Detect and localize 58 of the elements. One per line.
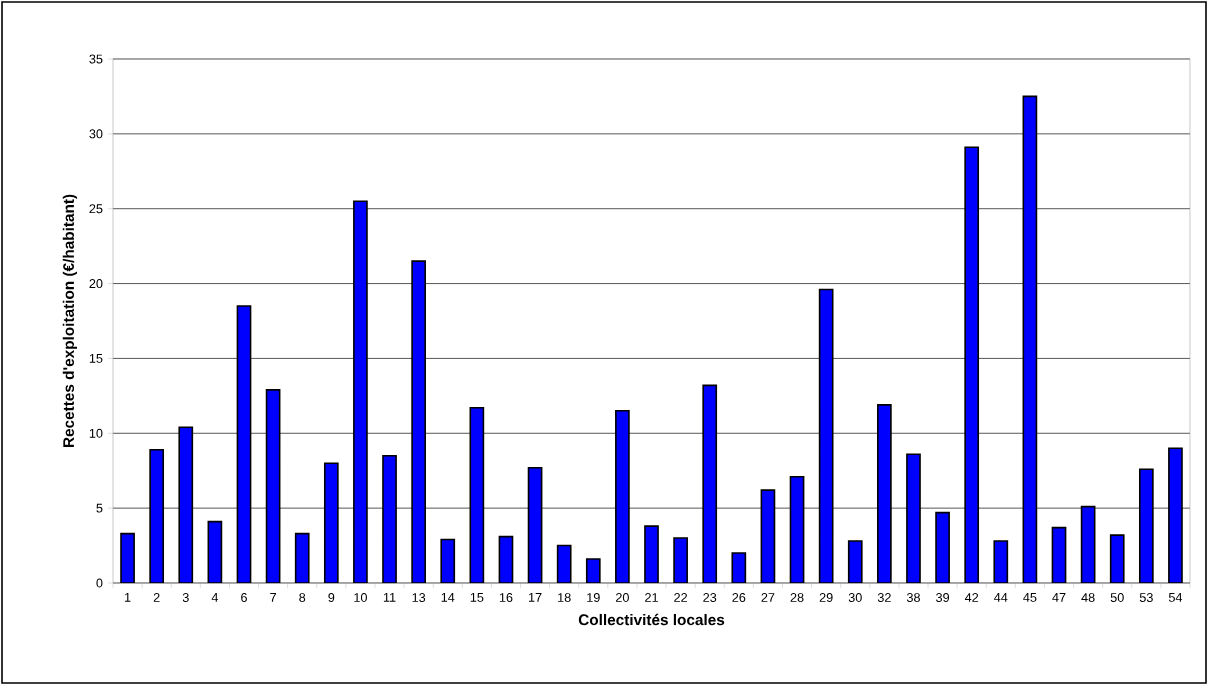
x-tick-label: 39 [936, 593, 950, 602]
x-tick-label: 22 [674, 593, 688, 602]
x-tick-label: 45 [1023, 593, 1037, 602]
x-tick-label: 26 [732, 593, 746, 602]
bar [760, 489, 776, 583]
x-tick-label: 19 [587, 593, 600, 602]
bar [527, 466, 543, 583]
x-tick-label: 15 [470, 593, 484, 602]
bar [789, 475, 805, 583]
y-axis-title: Recettes d'exploitation (€/habitant) [62, 194, 78, 448]
x-tick-label: 29 [819, 593, 833, 602]
x-tick-label: 32 [877, 593, 891, 602]
bar [1080, 505, 1096, 583]
y-tick-label: 15 [89, 353, 103, 363]
x-tick-label: 11 [383, 593, 396, 602]
bar [236, 305, 252, 583]
x-axis-title: Collectivités locales [578, 613, 725, 626]
x-tick-label: 48 [1081, 593, 1095, 602]
x-tick-label: 3 [182, 593, 189, 602]
x-tick-label: 21 [645, 593, 658, 602]
bar [178, 426, 194, 583]
bar [265, 389, 281, 583]
x-tick-label: 20 [615, 593, 629, 602]
x-tick-label: 1 [125, 593, 131, 602]
x-tick-label: 42 [964, 593, 979, 602]
x-tick-label: 38 [906, 593, 920, 602]
y-tick-label: 30 [89, 129, 103, 139]
x-tick-label: 27 [761, 593, 775, 602]
x-tick-label: 23 [703, 593, 717, 602]
y-tick-label: 20 [89, 279, 103, 289]
x-tick-label: 18 [558, 593, 571, 602]
x-tick-label: 13 [412, 593, 426, 602]
x-tick-label: 9 [328, 593, 335, 602]
bar [1022, 95, 1038, 583]
x-tick-label: 47 [1052, 593, 1066, 602]
y-tick-label: 0 [96, 578, 103, 588]
y-tick-label: 25 [89, 204, 103, 214]
x-tick-label: 54 [1168, 593, 1183, 602]
x-tick-label: 7 [270, 593, 276, 602]
x-tick-label: 6 [241, 593, 247, 602]
x-tick-label: 50 [1110, 593, 1124, 602]
x-tick-label: 30 [848, 593, 862, 602]
x-tick-label: 16 [499, 593, 513, 602]
bar [207, 520, 223, 583]
x-tick-label: 8 [299, 593, 306, 602]
y-tick-label: 5 [96, 503, 103, 513]
x-tick-label: 4 [211, 593, 219, 602]
x-tick-label: 10 [354, 593, 367, 602]
x-tick-label: 14 [441, 593, 455, 602]
y-tick-label: 35 [89, 54, 103, 64]
x-tick-label: 53 [1139, 593, 1153, 602]
bar [818, 288, 834, 583]
x-tick-label: 17 [528, 593, 542, 602]
x-tick-label: 28 [790, 593, 804, 602]
y-tick-label: 10 [89, 428, 103, 438]
bar [469, 407, 485, 583]
x-tick-label: 44 [994, 593, 1008, 602]
x-tick-label: 2 [153, 593, 160, 602]
